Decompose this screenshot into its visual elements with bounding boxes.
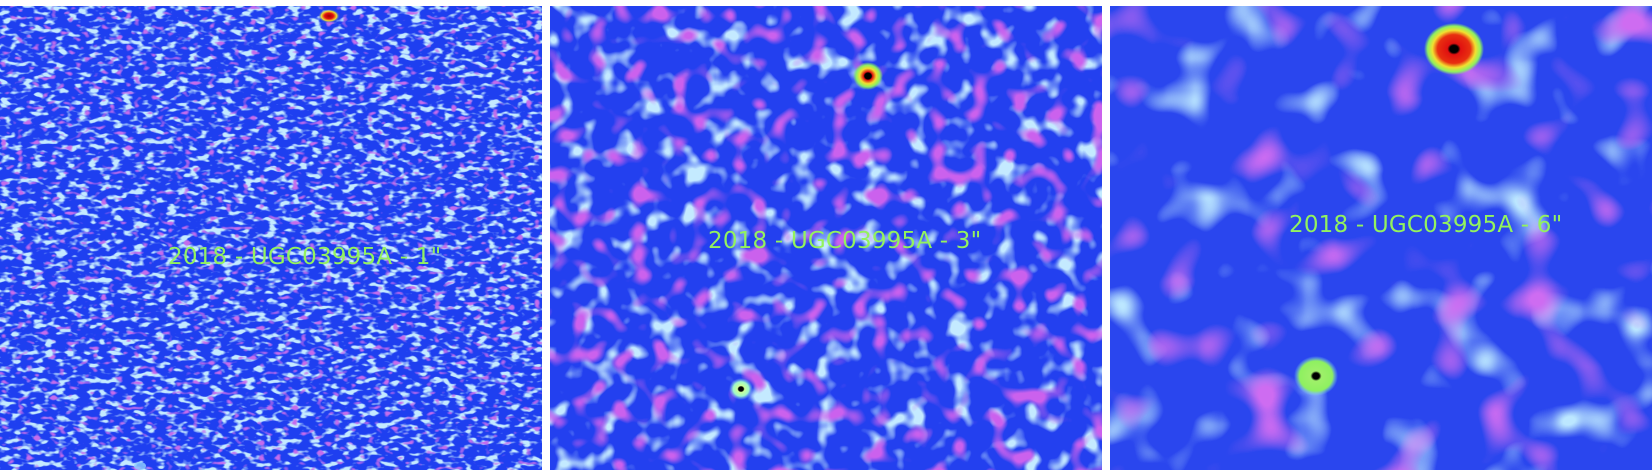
panel-label: 2018 - UGC03995A - 3" — [708, 228, 982, 254]
bright-source — [853, 62, 883, 90]
image-panel-6arcsec: 2018 - UGC03995A - 6" — [1110, 6, 1652, 470]
panel-label: 2018 - UGC03995A - 6" — [1289, 212, 1563, 238]
sky-map-1arcsec — [0, 6, 542, 470]
image-panel-3arcsec: 2018 - UGC03995A - 3" — [550, 6, 1102, 470]
panel-label: 2018 - UGC03995A - 1" — [168, 244, 442, 270]
faint-source — [1294, 356, 1338, 396]
image-panel-1arcsec: 2018 - UGC03995A - 1" — [0, 6, 542, 470]
noise-texture-magenta — [1110, 6, 1652, 470]
bright-source — [1424, 23, 1484, 75]
sky-map-3arcsec — [550, 6, 1102, 470]
faint-source — [134, 462, 146, 470]
noise-texture-magenta — [0, 6, 542, 470]
noise-texture-magenta — [550, 6, 1102, 470]
sky-map-6arcsec — [1110, 6, 1652, 470]
faint-source — [729, 378, 753, 400]
bright-source — [318, 9, 340, 23]
